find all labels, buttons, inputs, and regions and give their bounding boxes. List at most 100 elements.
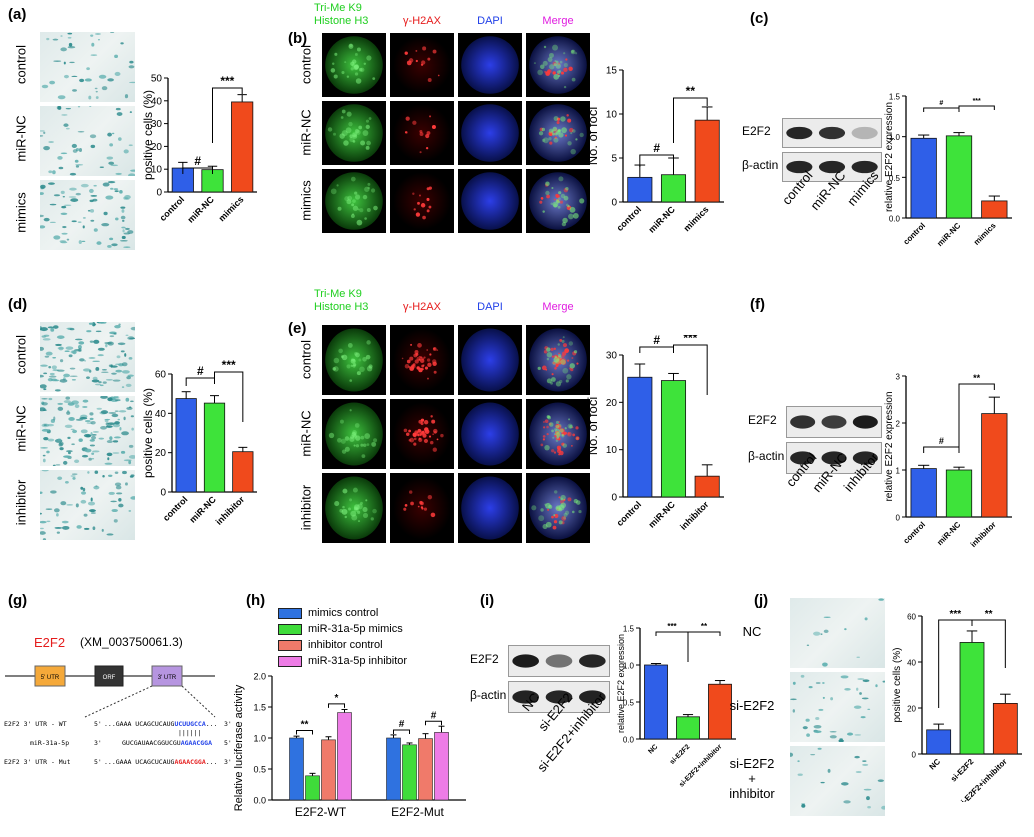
y-tick-label: 1.5 bbox=[889, 93, 901, 102]
significance-label: ** bbox=[973, 373, 981, 383]
y-axis-label: positive cells (%) bbox=[141, 388, 155, 478]
fluorescence-image bbox=[390, 169, 454, 233]
significance-label: ** bbox=[985, 609, 993, 620]
y-tick-label: 30 bbox=[606, 351, 618, 362]
y-tick-label: 10 bbox=[151, 165, 163, 176]
x-tick-label: control bbox=[615, 499, 644, 528]
x-tick-label: miR-NC bbox=[647, 204, 678, 235]
bar-mir-nc bbox=[203, 402, 226, 493]
x-tick-label: inhibitor bbox=[214, 494, 247, 527]
y-tick-label: 2.0 bbox=[253, 672, 266, 682]
y-axis-label: No. of foci bbox=[585, 107, 600, 166]
sequence-label: miR-31a-5p bbox=[30, 739, 70, 747]
y-tick-label: 1.5 bbox=[623, 625, 635, 634]
fluorescence-image bbox=[390, 399, 454, 469]
row-label: inhibitor bbox=[13, 479, 29, 526]
micrograph-1 bbox=[40, 32, 135, 102]
bar-control bbox=[910, 137, 937, 219]
y-tick-label: 5 bbox=[611, 154, 617, 165]
sequence-label: E2F2 3' UTR - WT bbox=[4, 720, 67, 728]
column-header: Tri-Me K9 Histone H3 bbox=[314, 2, 369, 28]
y-tick-label: 10 bbox=[606, 110, 618, 121]
row-label: miR-NC bbox=[13, 405, 29, 452]
bar-inhibitor-control bbox=[321, 739, 336, 801]
x-tick-label: miR-NC bbox=[186, 194, 217, 225]
panel-b-chart: No. of foci 0 5 10 15 control miR-NC mimics # ** bbox=[585, 66, 724, 235]
y-axis-label: positive cells (%) bbox=[141, 90, 155, 180]
row-label: mimics bbox=[13, 192, 29, 233]
fluorescence-image bbox=[322, 101, 386, 165]
fluorescence-image bbox=[390, 325, 454, 395]
bar-inhibitor bbox=[694, 475, 720, 498]
sequence-prime: 5' bbox=[224, 739, 232, 747]
fluorescence-image bbox=[390, 473, 454, 543]
bar-mir-31a-5p-inhibitor bbox=[434, 732, 449, 801]
bar-control bbox=[175, 398, 197, 493]
column-header: Merge bbox=[542, 301, 574, 313]
x-tick-label: mimics bbox=[682, 204, 711, 233]
x-tick-label: control bbox=[615, 204, 644, 233]
row-label: control bbox=[13, 334, 29, 374]
fluorescence-image bbox=[458, 33, 522, 97]
y-tick-label: 2 bbox=[896, 420, 901, 429]
column-header: γ-H2AX bbox=[403, 301, 441, 313]
legend-swatch bbox=[278, 639, 302, 651]
gene-structure: 5' UTR ORF 3' UTR bbox=[5, 665, 216, 718]
y-tick-label: 0 bbox=[156, 188, 162, 199]
panel-g-diagram: E2F2 (XM_003750061.3) 5' UTR ORF 3' UTR … bbox=[0, 620, 235, 770]
x-tick-label: NC bbox=[928, 757, 943, 772]
legend-swatch bbox=[278, 623, 302, 635]
x-group-label: E2F2-Mut bbox=[391, 805, 444, 819]
x-tick-label: si-E2F2 bbox=[949, 757, 976, 784]
row-label: si-E2F2 bbox=[729, 698, 775, 713]
y-tick-label: 20 bbox=[907, 705, 916, 714]
y-tick-label: 0 bbox=[912, 751, 917, 760]
box-orf-label: ORF bbox=[103, 675, 116, 681]
x-tick-label: control bbox=[902, 520, 928, 546]
blot-row-label: β-actin bbox=[470, 688, 507, 702]
blot-row-label: E2F2 bbox=[748, 413, 777, 427]
sequence-text: GUCGAUAACGGUCGUAGAACGGA bbox=[122, 739, 213, 747]
row-label: miR-NC bbox=[13, 115, 29, 162]
box-3utr-label: 3' UTR bbox=[158, 675, 177, 681]
y-tick-label: 20 bbox=[155, 448, 167, 459]
significance-label: ** bbox=[701, 622, 708, 631]
y-tick-label: 1.0 bbox=[253, 734, 266, 744]
significance-label: *** bbox=[949, 609, 961, 620]
legend-item: miR-31a-5p mimics bbox=[278, 623, 403, 635]
fluorescence-image bbox=[526, 473, 590, 543]
bar-control bbox=[627, 376, 653, 498]
y-tick-label: 0 bbox=[896, 514, 901, 523]
significance-bracket bbox=[655, 631, 689, 648]
panel-c-letter: (c) bbox=[750, 10, 769, 27]
panel-g-letter: (g) bbox=[8, 592, 28, 609]
panel-f-chart: relative E2F2 expression 0 1 2 3 control miR-N… bbox=[884, 373, 1012, 549]
sequence-prime: 3' bbox=[224, 758, 232, 766]
significance-label: *** bbox=[222, 360, 236, 372]
x-tick-label: miR-NC bbox=[935, 221, 962, 248]
x-group-label: E2F2-WT bbox=[295, 805, 347, 819]
bar-mir-nc bbox=[660, 174, 687, 203]
significance-bracket bbox=[639, 346, 674, 353]
micrograph-3 bbox=[40, 470, 135, 540]
bar-mimics bbox=[981, 200, 1008, 219]
fluorescence-image bbox=[322, 399, 386, 469]
significance-bracket bbox=[328, 703, 345, 708]
fluorescence-image bbox=[458, 169, 522, 233]
column-header: Merge bbox=[542, 15, 574, 27]
significance-bracket bbox=[958, 383, 995, 448]
sequence-text: ...GAAA UCAGCUCAUGUCUUGCCA... bbox=[104, 720, 218, 728]
fluorescence-image bbox=[458, 101, 522, 165]
panel-e-letter: (e) bbox=[288, 320, 307, 337]
significance-bracket bbox=[673, 344, 708, 395]
bar-mir-nc bbox=[945, 469, 973, 518]
legend-label: inhibitor control bbox=[308, 639, 383, 651]
y-tick-label: 1.0 bbox=[623, 662, 635, 671]
y-axis-label: relative E2F2 expression bbox=[884, 391, 895, 501]
y-tick-label: 20 bbox=[606, 398, 618, 409]
y-tick-label: 50 bbox=[151, 74, 163, 85]
significance-label: *** bbox=[667, 622, 677, 631]
base-pairing-lines: |||||| bbox=[178, 729, 202, 737]
row-label: miR-NC bbox=[298, 410, 314, 457]
